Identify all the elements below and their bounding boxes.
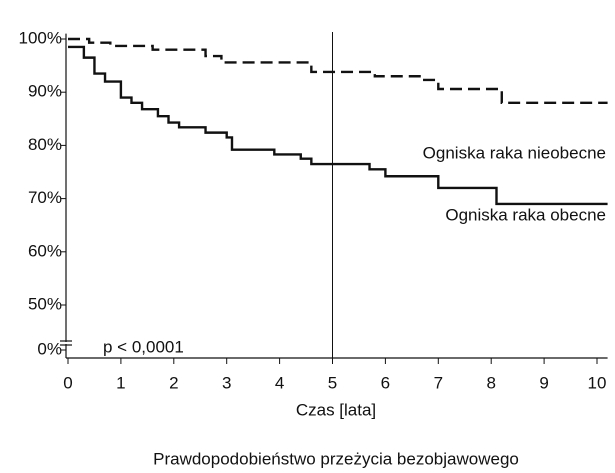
x-tick-label: 3 xyxy=(222,373,231,392)
x-tick-label: 2 xyxy=(169,373,178,392)
x-tick-label: 8 xyxy=(486,373,495,392)
y-tick-label: 70% xyxy=(28,188,62,207)
x-tick-label: 1 xyxy=(116,373,125,392)
annotation: p < 0,0001 xyxy=(103,337,184,356)
x-tick-label: 5 xyxy=(328,373,337,392)
x-tick-label: 4 xyxy=(275,373,284,392)
y-tick-label: 80% xyxy=(28,135,62,154)
x-axis-label: Czas [lata] xyxy=(296,400,376,419)
x-tick-label: 10 xyxy=(588,373,607,392)
series-label: Ogniska raka nieobecne xyxy=(423,143,606,162)
axis-break-gap xyxy=(64,342,68,344)
caption: Prawdopodobieństwo przeżycia bezobjawowe… xyxy=(153,449,519,468)
y-tick-label: 100% xyxy=(19,28,62,47)
y-tick-label: 0% xyxy=(37,339,62,358)
series-label: Ogniska raka obecne xyxy=(445,205,606,224)
y-tick-label: 60% xyxy=(28,241,62,260)
survival-curve xyxy=(68,37,608,105)
x-tick-label: 6 xyxy=(381,373,390,392)
x-tick-label: 9 xyxy=(539,373,548,392)
y-tick-label: 90% xyxy=(28,82,62,101)
y-tick-label: 50% xyxy=(28,294,62,313)
x-tick-label: 0 xyxy=(63,373,72,392)
survival-curve xyxy=(68,45,608,206)
x-tick-label: 7 xyxy=(434,373,443,392)
